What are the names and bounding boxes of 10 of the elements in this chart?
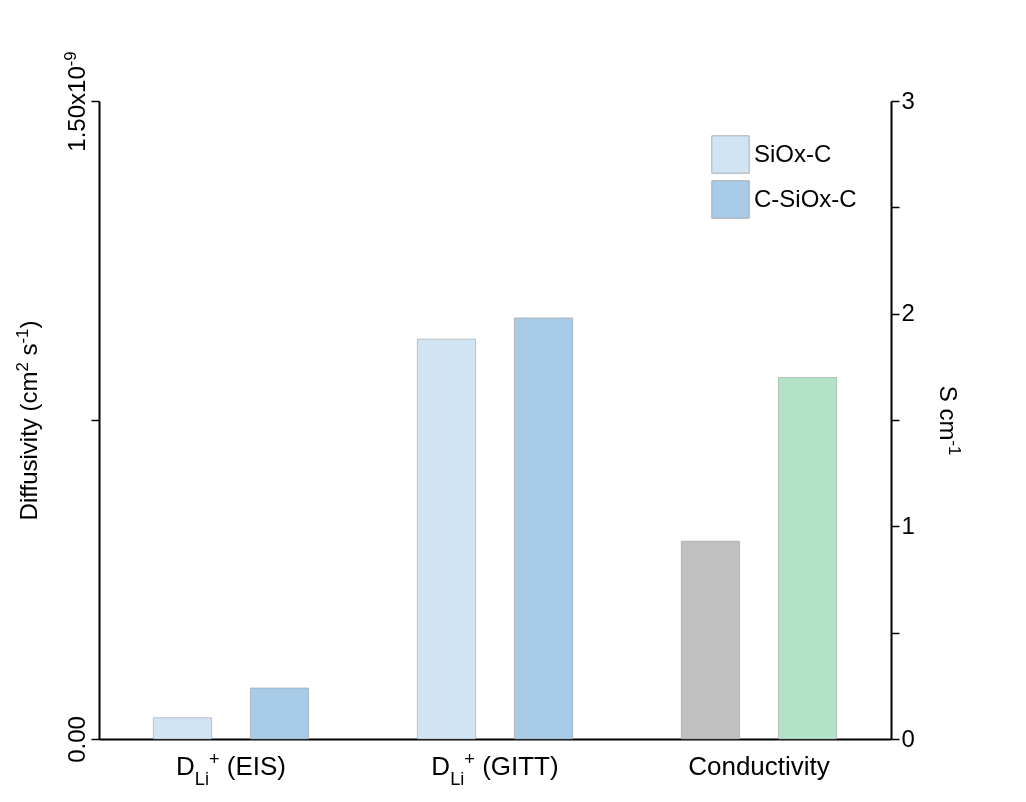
legend-label: SiOx-C xyxy=(754,139,832,167)
legend-label: C-SiOx-C xyxy=(754,184,857,212)
x-tick-label: D$_{Li}$$^{+}$ (EIS) xyxy=(175,748,287,789)
x-tick-label: Conductivity xyxy=(688,750,830,781)
x-tick-label: D$_{Li}$$^{+}$ (GITT) xyxy=(431,748,559,789)
y2-tick-label: 1 xyxy=(901,511,915,539)
y2-tick-label: 3 xyxy=(901,86,915,114)
y-tick-label: 0.00 xyxy=(62,716,90,763)
y2-tick-label: 2 xyxy=(901,299,915,327)
y2-tick-label: 0 xyxy=(901,724,915,752)
